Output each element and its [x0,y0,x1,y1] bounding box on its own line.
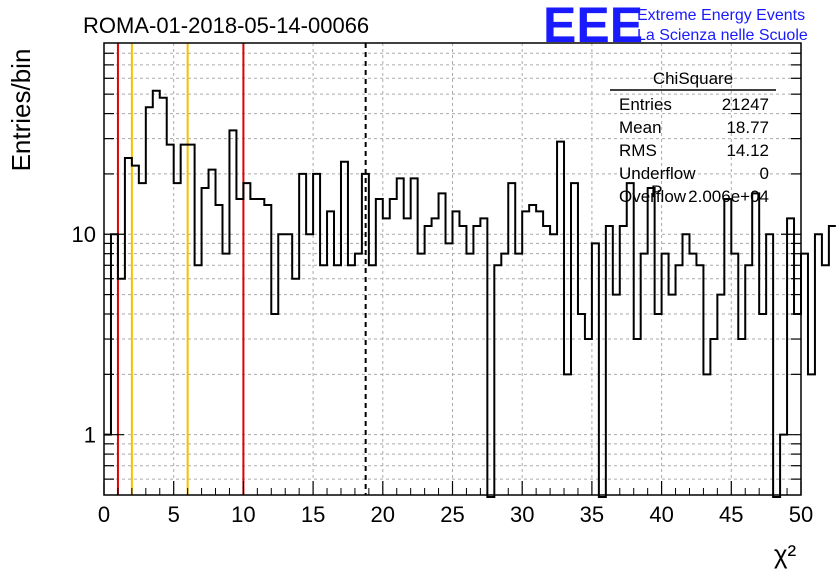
stats-label: Mean [619,118,662,137]
x-axis-label: χ² [774,539,797,569]
eee-logo: EEE Extreme Energy Events La Scienza nel… [543,0,808,53]
y-tick-label: 10 [72,222,96,247]
x-tick-label: 0 [98,502,110,527]
stats-label: Overflow [619,187,687,206]
logo-line2: La Scienza nelle Scuole [637,27,808,44]
histogram-line [104,89,836,498]
axis-ticks [103,52,802,495]
y-tick-label: 1 [84,423,96,448]
stats-overlap-text: P [651,182,662,201]
stats-rows: Entries 21247 Mean 18.77 RMS 14.12 Underflow 0 O… [619,95,769,206]
histogram [104,89,836,498]
run-title: ROMA-01-2018-05-14-00066 [83,13,369,38]
x-tick-label: 5 [168,502,180,527]
stats-value: 14.12 [726,141,769,160]
x-tick-label: 30 [510,502,534,527]
marker-lines [116,43,367,495]
stats-value: 18.77 [726,118,769,137]
x-tick-label: 10 [231,502,255,527]
x-tick-label: 15 [301,502,325,527]
stats-value: 0 [760,164,769,183]
x-tick-label: 25 [440,502,464,527]
x-tick-label: 40 [649,502,673,527]
stats-box: ChiSquare Entries 21247 Mean 18.77 RMS 14.12 U… [610,69,776,206]
x-tick-label: 50 [789,502,813,527]
stats-title: ChiSquare [653,69,733,88]
x-tick-label: 20 [371,502,395,527]
x-tick-label: 45 [719,502,743,527]
stats-label: Entries [619,95,672,114]
stats-label: Underflow [619,164,696,183]
grid [104,43,801,495]
tick-labels: 0 5 10 15 20 25 30 35 40 45 50 1 10 [72,222,814,527]
x-tick-label: 35 [580,502,604,527]
logo-line1: Extreme Energy Events [637,7,805,24]
y-axis-label: Entries/bin [6,49,36,172]
logo-letters: EEE [543,0,643,53]
stats-value: 2.006e+04 [688,187,769,206]
stats-label: RMS [619,141,657,160]
stats-value: 21247 [722,95,769,114]
